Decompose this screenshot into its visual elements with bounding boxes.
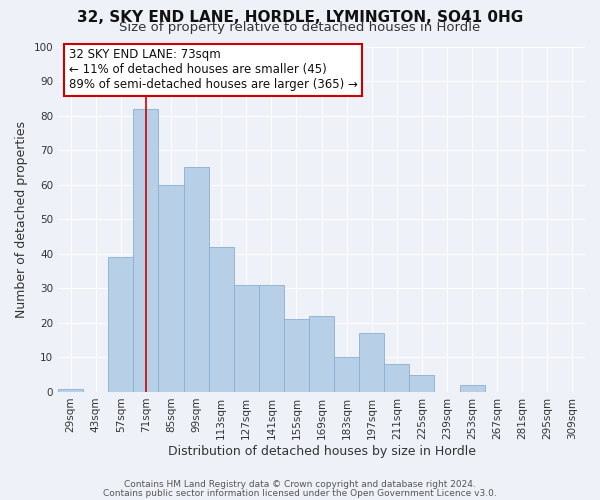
Bar xyxy=(58,388,83,392)
Bar xyxy=(460,385,485,392)
Bar xyxy=(284,320,309,392)
Bar xyxy=(133,108,158,392)
Bar xyxy=(309,316,334,392)
Text: Contains public sector information licensed under the Open Government Licence v3: Contains public sector information licen… xyxy=(103,488,497,498)
Bar xyxy=(158,184,184,392)
X-axis label: Distribution of detached houses by size in Hordle: Distribution of detached houses by size … xyxy=(167,444,476,458)
Text: Contains HM Land Registry data © Crown copyright and database right 2024.: Contains HM Land Registry data © Crown c… xyxy=(124,480,476,489)
Text: 32 SKY END LANE: 73sqm
← 11% of detached houses are smaller (45)
89% of semi-det: 32 SKY END LANE: 73sqm ← 11% of detached… xyxy=(68,48,358,91)
Bar xyxy=(233,285,259,392)
Bar xyxy=(209,247,233,392)
Bar xyxy=(384,364,409,392)
Bar xyxy=(259,285,284,392)
Text: Size of property relative to detached houses in Hordle: Size of property relative to detached ho… xyxy=(119,22,481,35)
Bar xyxy=(108,257,133,392)
Bar xyxy=(359,333,384,392)
Bar xyxy=(184,168,209,392)
Text: 32, SKY END LANE, HORDLE, LYMINGTON, SO41 0HG: 32, SKY END LANE, HORDLE, LYMINGTON, SO4… xyxy=(77,10,523,25)
Y-axis label: Number of detached properties: Number of detached properties xyxy=(15,120,28,318)
Bar xyxy=(334,358,359,392)
Bar xyxy=(409,374,434,392)
